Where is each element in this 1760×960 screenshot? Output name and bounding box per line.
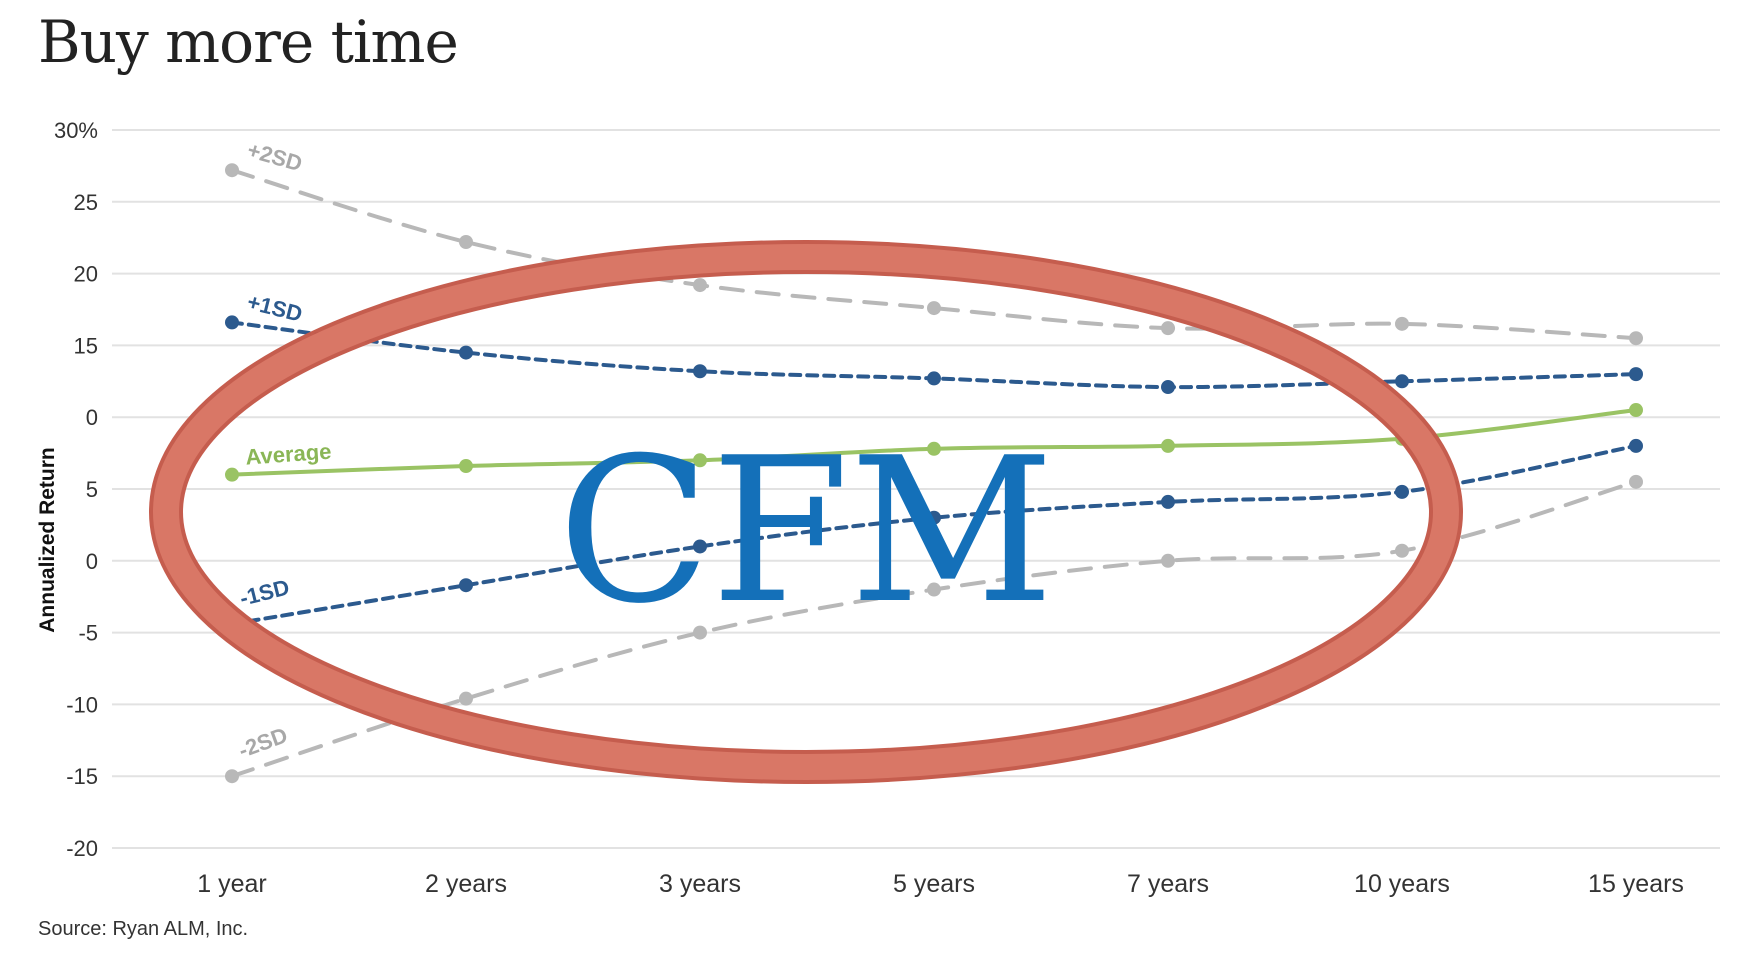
data-point: [459, 459, 473, 474]
data-point: [225, 769, 239, 784]
y-tick-label: -20: [66, 836, 98, 861]
data-point: [693, 539, 707, 554]
data-point: [225, 315, 239, 330]
y-tick-label: 20: [74, 262, 98, 287]
data-point: [1629, 438, 1643, 453]
data-point: [693, 453, 707, 468]
y-tick-label: 15: [74, 333, 98, 358]
data-point: [1161, 321, 1175, 336]
data-point: [459, 345, 473, 360]
y-tick-label: 30%: [54, 118, 98, 143]
x-tick-label: 10 years: [1354, 870, 1450, 898]
x-tick-label: 3 years: [659, 870, 741, 898]
series-label: -1SD: [237, 574, 292, 610]
data-point: [1629, 367, 1643, 382]
data-point: [1629, 474, 1643, 489]
y-tick-label: 5: [86, 477, 98, 502]
y-tick-label: -5: [78, 621, 98, 646]
data-point: [459, 691, 473, 706]
data-point: [693, 625, 707, 640]
data-point: [927, 301, 941, 316]
y-tick-label: 0: [86, 405, 98, 430]
data-point: [693, 278, 707, 293]
chart-title: Buy more time: [38, 8, 459, 76]
series-label: -2SD: [235, 722, 291, 763]
data-point: [1161, 494, 1175, 509]
source-note: Source: Ryan ALM, Inc.: [38, 918, 249, 940]
y-tick-label: 0: [86, 549, 98, 574]
data-point: [1161, 380, 1175, 395]
series--2sd: [225, 474, 1643, 784]
data-point: [1161, 553, 1175, 568]
data-point: [927, 510, 941, 525]
watermark: CFM: [558, 415, 1055, 648]
x-tick-label: 15 years: [1588, 870, 1684, 898]
data-point: [1395, 484, 1409, 499]
y-axis-label: Annualized Return: [36, 447, 59, 633]
y-tick-labels: -20 -15 -10 -5 0 5 0 15 20 25 30%: [54, 118, 98, 861]
series--1sd: [225, 315, 1643, 395]
data-point: [225, 163, 239, 178]
x-tick-label: 1 year: [197, 870, 266, 898]
x-tick-label: 2 years: [425, 870, 507, 898]
highlight-ellipse-inner: [153, 244, 1459, 780]
data-point: [1395, 374, 1409, 389]
data-point: [927, 441, 941, 456]
y-tick-label: 25: [74, 190, 98, 215]
data-point: [927, 371, 941, 386]
data-point: [1629, 331, 1643, 346]
data-point: [1629, 403, 1643, 418]
data-point: [1395, 543, 1409, 558]
data-point: [459, 578, 473, 593]
y-tick-label: -15: [66, 764, 98, 789]
x-tick-label: 5 years: [893, 870, 975, 898]
x-tick-labels: 1 year 2 years 3 years 5 years 7 years 10 yea…: [197, 870, 1684, 898]
data-point: [225, 467, 239, 482]
series-label: +1SD: [245, 289, 305, 327]
data-point: [693, 364, 707, 379]
data-point: [1395, 316, 1409, 331]
data-point: [459, 235, 473, 250]
data-point: [1161, 438, 1175, 453]
series-label: +2SD: [245, 137, 305, 176]
y-tick-label: -10: [66, 692, 98, 717]
data-point: [927, 582, 941, 597]
series--2sd: [225, 163, 1643, 346]
x-tick-label: 7 years: [1127, 870, 1209, 898]
series-label: Average: [245, 439, 333, 470]
